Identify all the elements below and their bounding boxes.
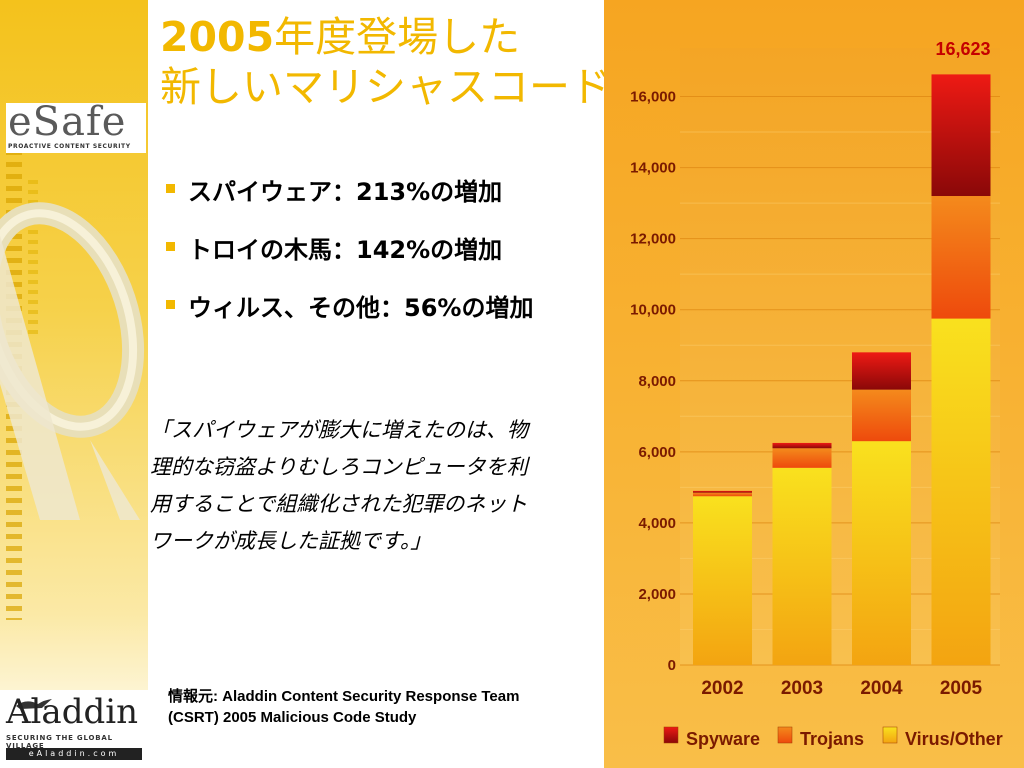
legend-swatch <box>882 726 898 744</box>
bar-virus-other <box>693 496 752 665</box>
decorative-pixel-column <box>28 180 38 340</box>
legend-swatch <box>777 726 793 744</box>
legend-swatch <box>663 726 679 744</box>
aladdin-url: eAladdin.com <box>6 748 142 760</box>
bar-trojans <box>931 196 991 319</box>
bullet-marker-icon <box>166 300 175 309</box>
legend-label: Virus/Other <box>905 729 1003 749</box>
bullet-item-spyware: スパイウェア：213%の増加 <box>166 172 606 230</box>
aladdin-tagline: SECURING THE GLOBAL VILLAGE <box>6 734 113 750</box>
bar-trojans <box>852 389 911 442</box>
bullet-text: トロイの木馬：142%の増加 <box>188 236 503 264</box>
bar-virus-other <box>852 441 911 665</box>
bullet-text: スパイウェア：213%の増加 <box>188 178 503 206</box>
stacked-bar-chart: 0 2,000 4,000 6,000 8,000 10,000 12,000 14,000 1… <box>630 39 1003 749</box>
bar-trojans <box>772 448 832 468</box>
y-tick-label: 2,000 <box>638 586 676 603</box>
y-tick-label: 12,000 <box>630 231 676 248</box>
title-line-1: 2005年度登場した <box>160 12 630 62</box>
source-citation: 情報元: Aladdin Content Security Response T… <box>168 686 588 728</box>
esafe-wordmark: eSafe <box>8 99 127 145</box>
title-line-1-rest: 年度登場した <box>274 13 521 61</box>
chart-panel: 0 2,000 4,000 6,000 8,000 10,000 12,000 14,000 1… <box>604 0 1024 768</box>
brand-strip: eSafe PROACTIVE CONTENT SECURITY Aladdin… <box>0 0 148 768</box>
bar-spyware <box>693 490 752 493</box>
bar-virus-other <box>772 467 832 665</box>
x-tick-label: 2005 <box>940 678 983 699</box>
decorative-letter-a-ring-graphic <box>0 202 145 520</box>
title-line-2: 新しいマリシャスコード <box>160 63 611 111</box>
y-tick-label: 4,000 <box>638 515 676 532</box>
bar-trojans <box>693 492 752 497</box>
legend-label: Spyware <box>686 729 760 749</box>
esafe-tagline: PROACTIVE CONTENT SECURITY <box>8 143 131 150</box>
bar-virus-other <box>931 318 991 665</box>
y-tick-label: 6,000 <box>638 444 676 461</box>
bullet-item-trojans: トロイの木馬：142%の増加 <box>166 230 606 288</box>
y-tick-label: 16,000 <box>630 89 676 106</box>
aladdin-logo: Aladdin SECURING THE GLOBAL VILLAGE eAla… <box>0 690 148 768</box>
total-value-label: 16,623 <box>935 39 990 59</box>
quote-line: 「スパイウェアが膨大に増えたのは、物 <box>150 418 528 442</box>
bullet-item-virus: ウィルス、その他：56%の増加 <box>166 288 606 346</box>
genie-lamp-icon <box>16 699 52 709</box>
bar-spyware <box>772 442 832 449</box>
bullet-marker-icon <box>166 242 175 251</box>
bar-spyware <box>852 352 911 390</box>
title-year: 2005 <box>160 13 275 61</box>
x-tick-label: 2002 <box>701 678 743 699</box>
quote-line: 理的な窃盗よりむしろコンピュータを利 <box>150 455 528 479</box>
page-title: 2005年度登場した 新しいマリシャスコード <box>160 12 630 112</box>
bullet-marker-icon <box>166 184 175 193</box>
y-tick-label: 14,000 <box>630 160 676 177</box>
aladdin-wordmark: Aladdin <box>6 692 138 732</box>
quote-line: ワークが成長した証拠です。」 <box>150 529 432 553</box>
quote-line: 用することで組織化された犯罪のネット <box>150 492 528 516</box>
bar-spyware <box>931 74 991 197</box>
quote-block: 「スパイウェアが膨大に増えたのは、物 理的な窃盗よりむしろコンピュータを利 用す… <box>150 412 580 560</box>
esafe-logo: eSafe PROACTIVE CONTENT SECURITY <box>6 99 146 153</box>
y-tick-label: 10,000 <box>630 302 676 319</box>
source-line-1: 情報元: Aladdin Content Security Response T… <box>168 688 520 705</box>
x-tick-label: 2003 <box>781 678 823 699</box>
y-tick-label: 8,000 <box>638 373 676 390</box>
bullet-text: ウィルス、その他：56%の増加 <box>188 294 534 322</box>
y-tick-label: 0 <box>668 657 676 674</box>
legend-label: Trojans <box>800 729 864 749</box>
x-tick-label: 2004 <box>860 678 903 699</box>
source-line-2: (CSRT) 2005 Malicious Code Study <box>168 709 417 726</box>
bullet-list: スパイウェア：213%の増加 トロイの木馬：142%の増加 ウィルス、その他：5… <box>166 172 606 346</box>
